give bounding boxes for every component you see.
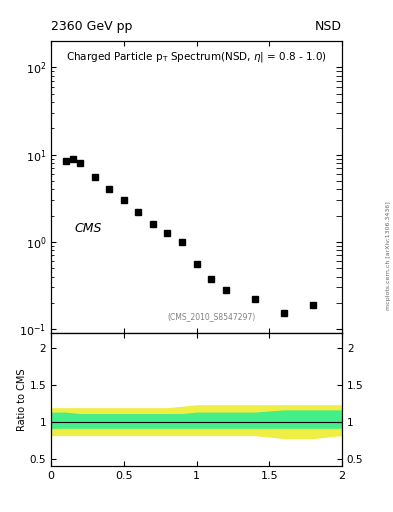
Text: NSD: NSD — [315, 20, 342, 33]
Text: CMS: CMS — [74, 222, 102, 235]
Text: mcplots.cern.ch [arXiv:1306.3436]: mcplots.cern.ch [arXiv:1306.3436] — [386, 202, 391, 310]
Text: (CMS_2010_S8547297): (CMS_2010_S8547297) — [167, 312, 255, 322]
Text: 2360 GeV pp: 2360 GeV pp — [51, 20, 132, 33]
Y-axis label: Ratio to CMS: Ratio to CMS — [17, 368, 27, 431]
Text: Charged Particle $\mathregular{p_T}$ Spectrum(NSD, $\eta$| = 0.8 - 1.0): Charged Particle $\mathregular{p_T}$ Spe… — [66, 50, 327, 63]
